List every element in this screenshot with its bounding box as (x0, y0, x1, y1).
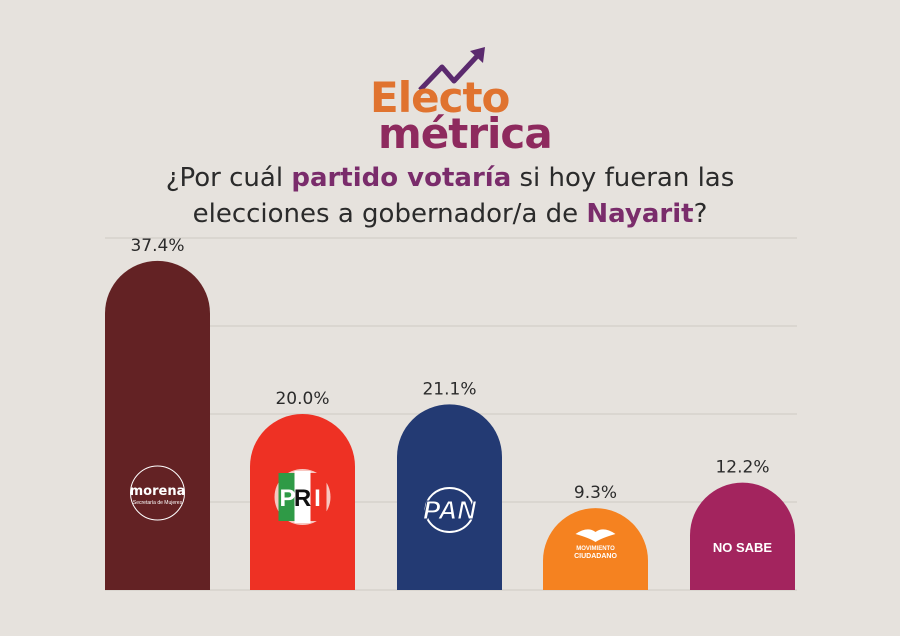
value-label: 20.0% (275, 389, 329, 409)
category-label: morena (130, 484, 186, 499)
category-label: MOVIMIENTO (576, 546, 615, 552)
pri-red (310, 473, 327, 521)
bar-no-sabe (690, 482, 795, 590)
category-label: R (294, 485, 311, 512)
pan-logo-icon (424, 487, 475, 533)
value-label: 37.4% (130, 236, 184, 256)
morena-subtitle: Secretaría de Mujeres (133, 500, 183, 506)
electometrica-logo: Electo métrica (370, 45, 553, 158)
pri-green (278, 473, 295, 521)
title-highlight: partido votaría (291, 163, 512, 193)
chart-title: ¿Por cuál partido votaría si hoy fueran … (0, 160, 900, 232)
category-label: PAN (423, 495, 477, 525)
value-label: 21.1% (422, 379, 476, 399)
logo-word-2: métrica (378, 109, 553, 158)
logo-word-1: Electo (370, 73, 510, 122)
bar-pan (397, 404, 502, 590)
category-label: I (314, 485, 321, 512)
bar-morena (105, 260, 210, 590)
eagle-icon (575, 529, 616, 542)
title-text: si hoy fueran las (511, 163, 735, 193)
title-text: elecciones a gobernador/a de (192, 199, 587, 229)
bar-movimiento-ciudadano (543, 508, 648, 590)
category-label: NO SABE (713, 540, 773, 555)
title-highlight: Nayarit (586, 199, 694, 229)
trend-up-arrow-icon (418, 47, 485, 92)
title-text: ¿Por cuál (165, 163, 292, 193)
pri-white (294, 471, 311, 523)
category-label: P (279, 485, 295, 512)
value-label: 9.3% (574, 483, 617, 503)
value-label: 12.2% (715, 458, 769, 478)
title-text: ? (693, 199, 708, 229)
morena-logo-icon (130, 465, 185, 521)
category-label: CIUDADANO (574, 553, 617, 560)
